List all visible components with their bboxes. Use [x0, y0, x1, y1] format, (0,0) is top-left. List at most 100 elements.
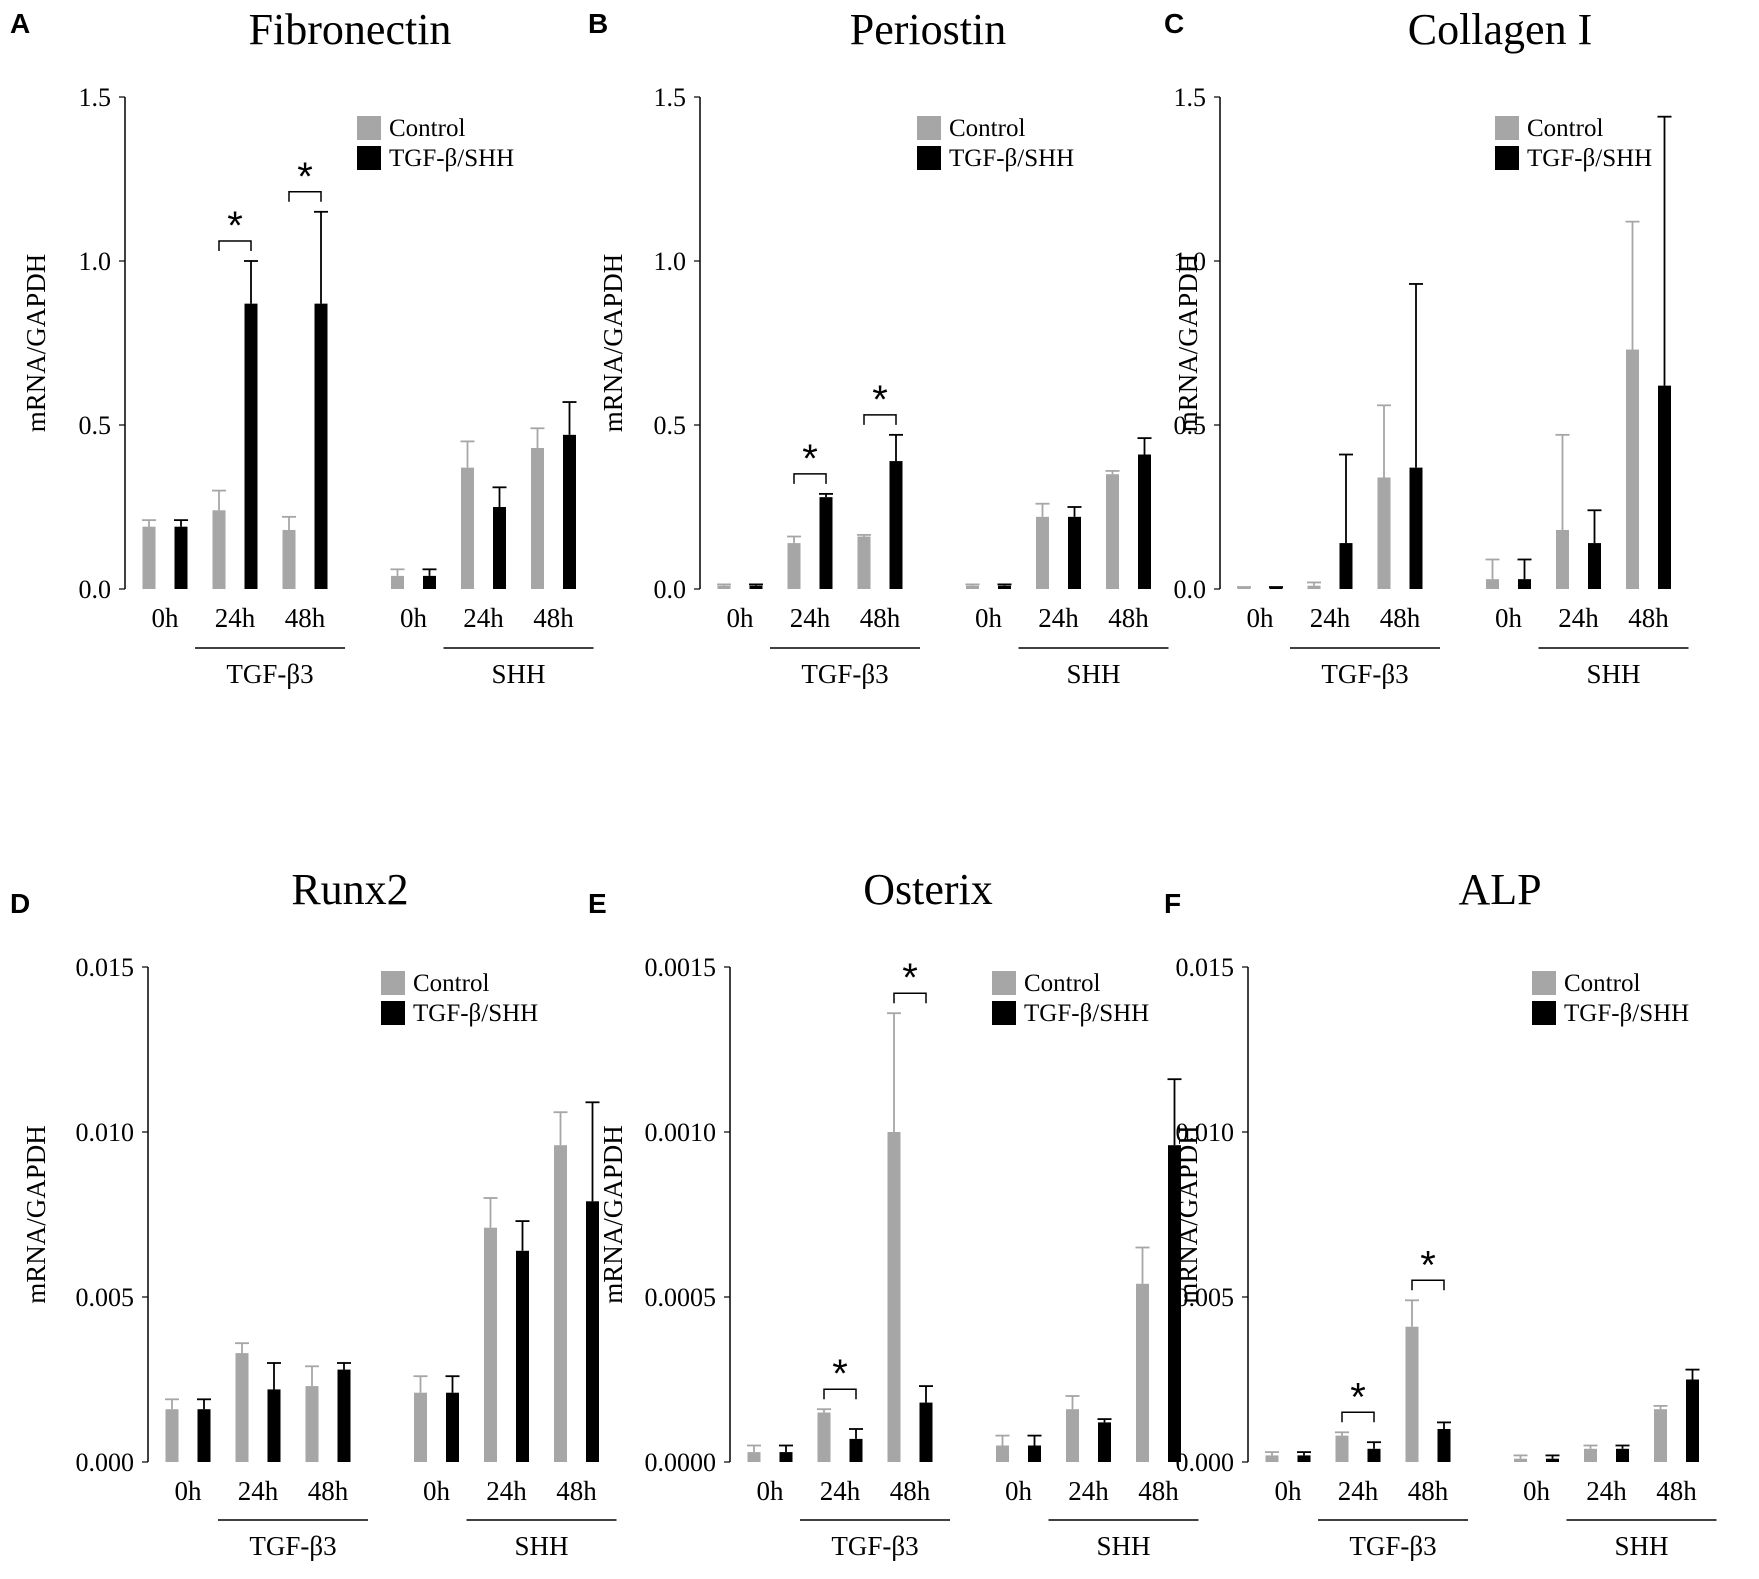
- bar-treated-4: [1068, 516, 1081, 589]
- bar-treated-4: [516, 1250, 529, 1462]
- bar-treated-1: [1339, 543, 1353, 589]
- legend-swatch: [917, 116, 941, 140]
- bar-treated-3: [1518, 579, 1531, 589]
- group-label: SHH: [1096, 1531, 1150, 1561]
- bar-control-5: [554, 1145, 567, 1462]
- bar-treated-3: [423, 575, 436, 589]
- chart-title: ALP: [1458, 865, 1541, 914]
- y-tick-label: 0.000: [76, 1448, 135, 1477]
- bar-treated-1: [267, 1389, 281, 1462]
- chart-title: Runx2: [291, 865, 408, 914]
- legend-swatch: [1495, 116, 1519, 140]
- y-tick-label: 0.0015: [645, 953, 717, 982]
- y-tick-label: 0.005: [1176, 1283, 1235, 1312]
- y-axis-label: mRNA/GAPDH: [598, 254, 628, 433]
- x-category-label: 24h: [238, 1476, 279, 1506]
- bar-treated-3: [998, 585, 1011, 589]
- significance-star: *: [832, 1352, 848, 1396]
- bar-control-5: [1654, 1409, 1667, 1462]
- bar-treated-5: [1658, 385, 1671, 589]
- panel-letter: D: [10, 888, 30, 919]
- group-label: TGF-β3: [1321, 659, 1408, 689]
- bar-treated-1: [819, 497, 833, 589]
- y-tick-label: 0.0: [1174, 575, 1207, 604]
- significance-bracket: [218, 240, 252, 251]
- legend-swatch: [992, 971, 1016, 995]
- group-label: TGF-β3: [249, 1531, 336, 1561]
- y-tick-label: 0.0005: [645, 1283, 717, 1312]
- x-category-label: 0h: [1275, 1476, 1303, 1506]
- legend-swatch: [357, 146, 381, 170]
- bar-treated-0: [174, 526, 188, 589]
- bar-treated-2: [919, 1402, 933, 1462]
- bar-treated-1: [1367, 1448, 1381, 1462]
- legend-label: Control: [1564, 970, 1640, 997]
- group-label: SHH: [514, 1531, 568, 1561]
- significance-bracket: [863, 414, 897, 425]
- x-category-label: 0h: [423, 1476, 451, 1506]
- bar-control-0: [165, 1409, 179, 1462]
- x-category-label: 24h: [1338, 1476, 1379, 1506]
- legend-label: Control: [1527, 115, 1603, 142]
- bar-treated-5: [1686, 1379, 1699, 1462]
- x-category-label: 24h: [1038, 603, 1079, 633]
- group-label: TGF-β3: [801, 659, 888, 689]
- legend-swatch: [381, 1001, 405, 1025]
- significance-star: *: [872, 378, 888, 422]
- x-category-label: 48h: [1108, 603, 1149, 633]
- legend-swatch: [381, 971, 405, 995]
- y-axis-label: mRNA/GAPDH: [21, 1125, 51, 1304]
- x-category-label: 0h: [975, 603, 1003, 633]
- x-category-label: 48h: [1656, 1476, 1697, 1506]
- y-tick-label: 0.010: [76, 1118, 135, 1147]
- x-category-label: 0h: [727, 603, 755, 633]
- legend-label: TGF-β/SHH: [389, 145, 514, 172]
- bar-treated-4: [1588, 543, 1601, 589]
- x-category-label: 24h: [1068, 1476, 1109, 1506]
- bar-treated-3: [1546, 1458, 1559, 1462]
- y-axis-label: mRNA/GAPDH: [21, 254, 51, 433]
- panel-letter: B: [588, 8, 608, 39]
- bar-treated-2: [1437, 1429, 1451, 1462]
- significance-star: *: [1350, 1375, 1366, 1419]
- group-label: SHH: [491, 659, 545, 689]
- bar-control-2: [282, 529, 296, 589]
- bar-control-1: [1335, 1435, 1349, 1462]
- y-tick-label: 1.5: [1174, 83, 1207, 112]
- panel-letter: A: [10, 8, 30, 39]
- bar-control-5: [1136, 1283, 1149, 1462]
- legend-label: Control: [949, 115, 1025, 142]
- bar-control-4: [1556, 529, 1569, 589]
- bar-control-2: [305, 1386, 319, 1462]
- legend-swatch: [1532, 971, 1556, 995]
- bar-treated-4: [493, 507, 506, 589]
- bar-control-3: [996, 1445, 1009, 1462]
- bar-control-2: [887, 1132, 901, 1462]
- legend-swatch: [992, 1001, 1016, 1025]
- bar-control-2: [1377, 477, 1391, 589]
- legend-swatch: [1532, 1001, 1556, 1025]
- significance-star: *: [227, 204, 243, 248]
- significance-star: *: [297, 155, 313, 199]
- bar-control-4: [1584, 1448, 1597, 1462]
- y-tick-label: 0.5: [1174, 411, 1207, 440]
- y-axis-label: mRNA/GAPDH: [598, 1125, 628, 1304]
- bar-control-3: [1486, 579, 1499, 589]
- y-tick-label: 0.0: [79, 575, 112, 604]
- bar-control-3: [1514, 1458, 1527, 1462]
- group-label: SHH: [1586, 659, 1640, 689]
- bar-control-2: [1405, 1326, 1419, 1462]
- y-tick-label: 0.0: [654, 575, 687, 604]
- bar-treated-0: [197, 1409, 211, 1462]
- x-category-label: 48h: [1408, 1476, 1449, 1506]
- bar-treated-5: [1168, 1145, 1181, 1462]
- chart-panel-e: E Osterix 0.0000 0.0005 0.0010 0.0015 mRNA/GAP…: [588, 865, 1199, 1561]
- legend-label: Control: [1024, 970, 1100, 997]
- panel-letter: F: [1164, 888, 1181, 919]
- bar-treated-1: [849, 1438, 863, 1462]
- x-category-label: 48h: [285, 603, 326, 633]
- chart-panel-a: A Fibronectin 0.0 0.5 1.0 1.5 mRNA/GAPDH * * 0h 24…: [10, 5, 594, 689]
- bar-control-0: [717, 585, 731, 589]
- x-category-label: 0h: [1523, 1476, 1551, 1506]
